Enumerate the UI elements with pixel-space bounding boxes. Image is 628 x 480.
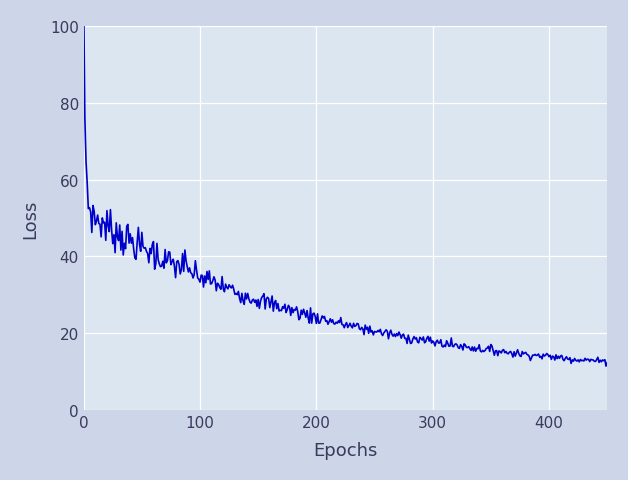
Y-axis label: Loss: Loss xyxy=(21,199,39,238)
X-axis label: Epochs: Epochs xyxy=(313,441,377,459)
